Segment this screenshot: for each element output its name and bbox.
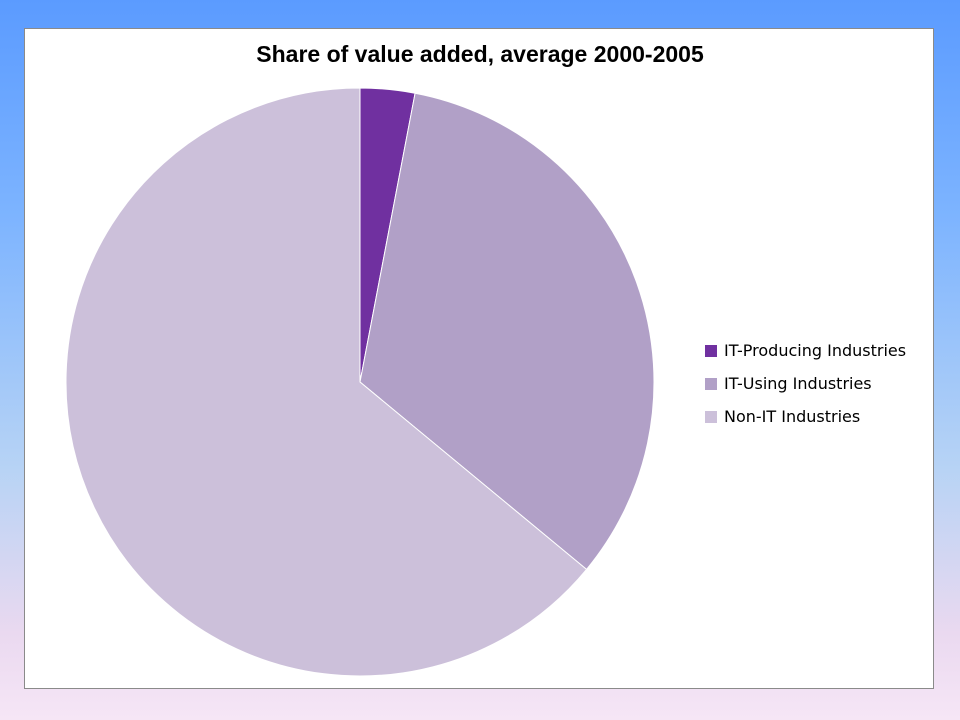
legend-label: IT-Using Industries (724, 374, 872, 393)
legend-item: Non-IT Industries (705, 400, 906, 433)
legend-label: Non-IT Industries (724, 407, 861, 426)
chart-legend: IT-Producing Industries IT-Using Industri… (705, 334, 906, 433)
legend-item: IT-Using Industries (705, 367, 906, 400)
legend-swatch (705, 410, 717, 423)
legend-swatch (705, 377, 717, 390)
legend-swatch (705, 344, 717, 357)
chart-title: Share of value added, average 2000-2005 (256, 41, 704, 67)
pie-slice-it-using-industries (359, 92, 655, 571)
chart-area: Share of value added, average 2000-2005 … (24, 28, 934, 689)
legend-item: IT-Producing Industries (705, 334, 906, 367)
legend-label: IT-Producing Industries (724, 341, 907, 360)
pie-slices (65, 87, 655, 677)
pie-chart (65, 87, 655, 677)
pie-slice-non-it-industries (65, 87, 588, 677)
